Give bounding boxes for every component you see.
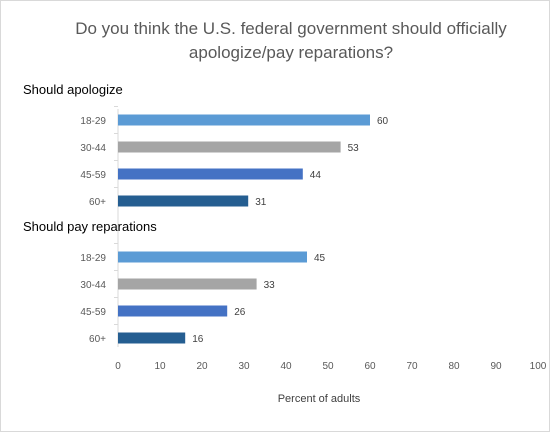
x-tick-label: 0 <box>115 361 121 372</box>
x-tick-label: 30 <box>238 361 250 372</box>
group-label-apologize: Should apologize <box>23 82 123 97</box>
x-tick-label: 80 <box>448 361 460 372</box>
bar <box>118 305 228 317</box>
x-tick-label: 10 <box>154 361 166 372</box>
x-axis-label: Percent of adults <box>277 393 361 405</box>
x-tick-label: 100 <box>530 361 547 372</box>
category-label: 45-59 <box>80 170 106 181</box>
data-label: 44 <box>310 170 322 181</box>
data-label: 31 <box>255 197 267 208</box>
category-label: 30-44 <box>80 143 106 154</box>
bar <box>118 278 257 290</box>
bar <box>118 251 307 263</box>
data-label: 33 <box>264 280 276 291</box>
category-label: 18-29 <box>80 116 106 127</box>
group-label-reparations: Should pay reparations <box>23 219 157 234</box>
category-label: 45-59 <box>80 307 106 318</box>
bar <box>118 168 303 180</box>
chart-title-line-2: apologize/pay reparations? <box>188 43 394 62</box>
category-label: 60+ <box>89 197 106 208</box>
x-tick-label: 50 <box>322 361 334 372</box>
x-tick-label: 40 <box>280 361 292 372</box>
data-label: 16 <box>192 334 204 345</box>
chart-title-line-1: Do you think the U.S. federal government… <box>75 19 507 38</box>
category-label: 18-29 <box>80 253 106 264</box>
x-tick-label: 60 <box>364 361 376 372</box>
x-tick-label: 20 <box>196 361 208 372</box>
bar <box>118 141 341 153</box>
bar <box>118 195 249 207</box>
category-label: 60+ <box>89 334 106 345</box>
x-tick-label: 70 <box>406 361 418 372</box>
data-label: 45 <box>314 253 326 264</box>
data-label: 53 <box>348 143 360 154</box>
x-tick-label: 90 <box>490 361 502 372</box>
data-label: 60 <box>377 116 389 127</box>
data-label: 26 <box>234 307 246 318</box>
category-label: 30-44 <box>80 280 106 291</box>
bar <box>118 332 186 344</box>
bar <box>118 114 370 126</box>
